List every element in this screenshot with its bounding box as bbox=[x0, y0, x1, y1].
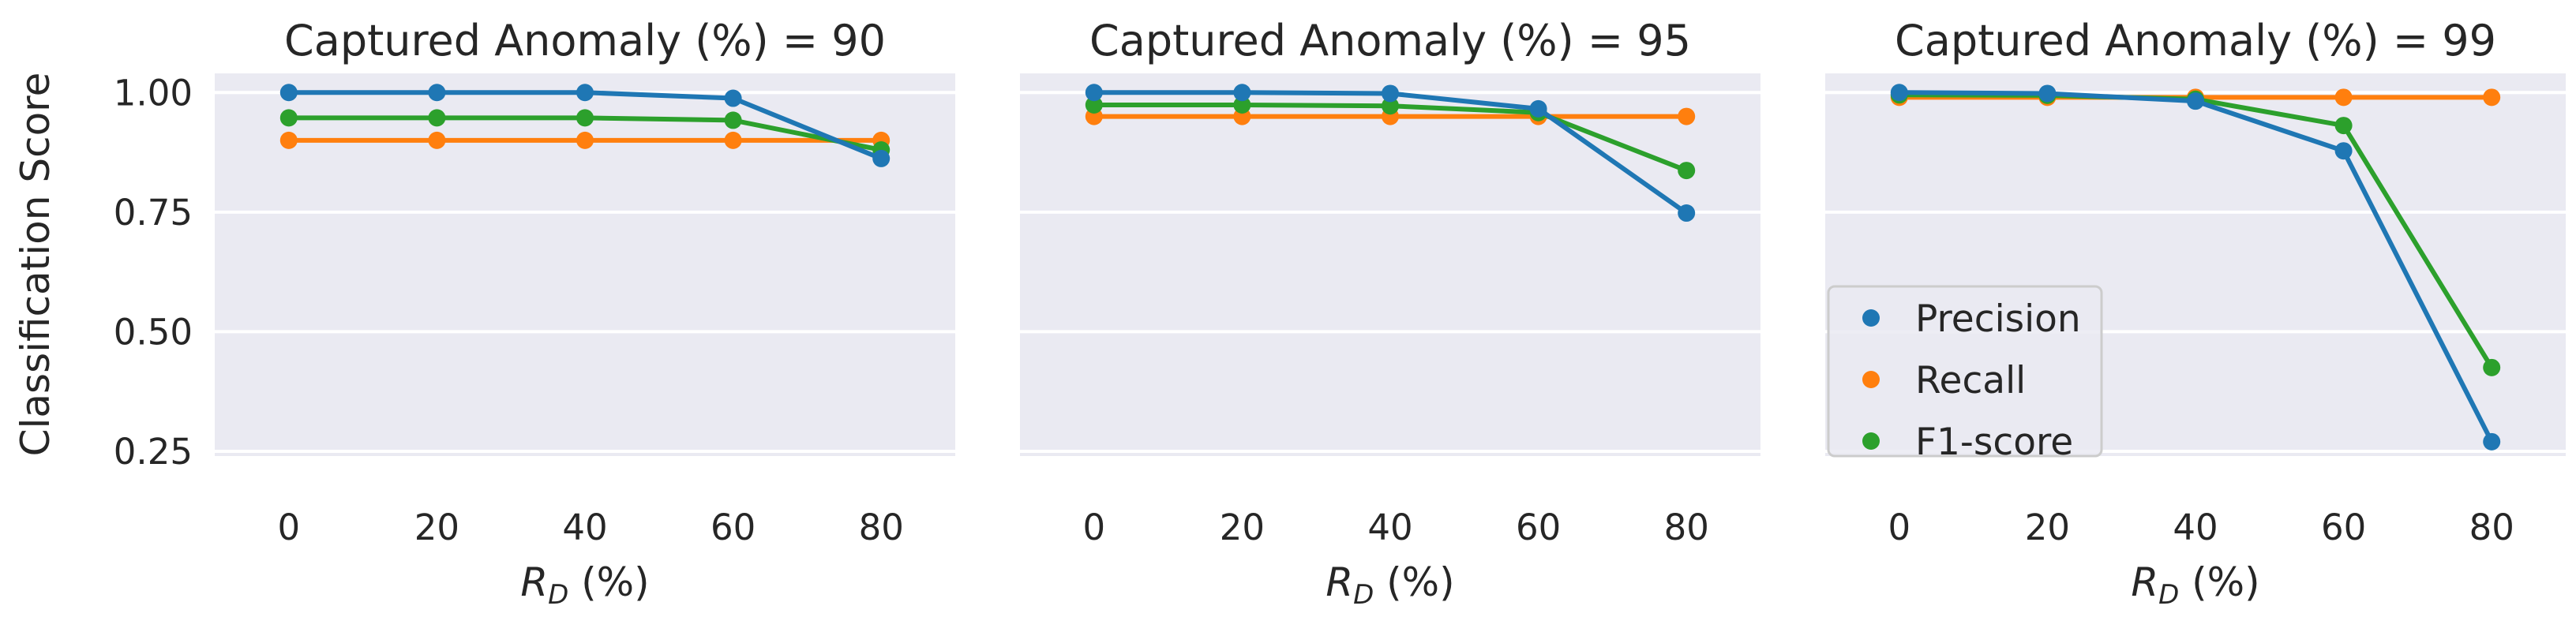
x-tick-label: 80 bbox=[2469, 507, 2514, 548]
data-point-precision bbox=[2038, 84, 2057, 103]
plot-background bbox=[1020, 73, 1760, 456]
data-point-recall bbox=[1678, 107, 1696, 125]
data-point-precision bbox=[1529, 99, 1547, 118]
data-point-recall bbox=[428, 131, 446, 149]
data-point-precision bbox=[1678, 204, 1696, 222]
x-tick-label: 40 bbox=[2173, 507, 2218, 548]
panel-2: Captured Anomaly (%) = 95 0 20 40 60 80 RD (%) bbox=[1020, 16, 1760, 611]
panel-3: Captured Anomaly (%) = 99 0 20 40 60 80 RD (%)… bbox=[1825, 16, 2566, 611]
x-axis-label: RD (%) bbox=[520, 559, 649, 611]
y-tick-label: 0.75 bbox=[114, 192, 193, 234]
x-tick-label: 20 bbox=[414, 507, 459, 548]
data-point-f1-score bbox=[576, 109, 594, 127]
x-tick-label: 0 bbox=[277, 507, 300, 548]
y-tick-label: 1.00 bbox=[114, 72, 193, 114]
legend-label: F1-score bbox=[1915, 421, 2073, 464]
data-point-precision bbox=[2483, 432, 2501, 451]
data-point-precision bbox=[724, 89, 742, 107]
x-tick-label: 0 bbox=[1082, 507, 1105, 548]
legend-marker bbox=[1862, 309, 1880, 327]
x-tick-label: 60 bbox=[711, 507, 756, 548]
x-tick-label: 80 bbox=[1664, 507, 1709, 548]
data-point-recall bbox=[576, 131, 594, 149]
y-axis-label: Classification Score bbox=[13, 73, 58, 457]
data-point-f1-score bbox=[724, 111, 742, 129]
y-tick-label: 0.25 bbox=[114, 431, 193, 473]
data-point-precision bbox=[1233, 84, 1251, 102]
data-point-precision bbox=[872, 149, 891, 167]
data-point-precision bbox=[1382, 84, 1399, 103]
data-point-recall bbox=[279, 131, 298, 149]
data-point-precision bbox=[428, 84, 446, 102]
data-point-f1-score bbox=[279, 109, 298, 127]
data-point-f1-score bbox=[1085, 96, 1103, 114]
data-point-precision bbox=[279, 84, 298, 102]
data-point-f1-score bbox=[1678, 162, 1696, 180]
x-tick-label: 40 bbox=[562, 507, 607, 548]
data-point-recall bbox=[2334, 88, 2353, 107]
data-point-f1-score bbox=[1382, 97, 1399, 115]
data-point-recall bbox=[2483, 88, 2501, 107]
data-point-f1-score bbox=[2483, 358, 2501, 376]
data-point-precision bbox=[1890, 84, 1908, 102]
panel-title: Captured Anomaly (%) = 95 bbox=[1089, 16, 1691, 65]
x-tick-label: 20 bbox=[2025, 507, 2070, 548]
x-axis-label: RD (%) bbox=[1325, 559, 1454, 611]
x-tick-label: 60 bbox=[1516, 507, 1561, 548]
legend-marker bbox=[1862, 432, 1880, 450]
y-tick-label: 0.50 bbox=[114, 311, 193, 353]
panel-1: Captured Anomaly (%) = 90 0.25 0.50 0.75 1.0… bbox=[114, 16, 955, 611]
legend: Precision Recall F1-score bbox=[1827, 285, 2103, 464]
data-point-precision bbox=[576, 84, 594, 102]
x-tick-label: 80 bbox=[859, 507, 904, 548]
data-point-f1-score bbox=[428, 109, 446, 127]
panel-title: Captured Anomaly (%) = 99 bbox=[1895, 16, 2496, 65]
data-point-precision bbox=[2334, 142, 2353, 160]
legend-marker bbox=[1862, 371, 1880, 388]
plot-background bbox=[215, 73, 955, 456]
x-tick-label: 0 bbox=[1888, 507, 1910, 548]
data-point-recall bbox=[724, 131, 742, 149]
data-point-precision bbox=[2187, 92, 2204, 110]
x-tick-label: 20 bbox=[1220, 507, 1265, 548]
data-point-precision bbox=[1085, 84, 1103, 102]
x-axis-label: RD (%) bbox=[2131, 559, 2259, 611]
panel-title: Captured Anomaly (%) = 90 bbox=[284, 16, 886, 65]
legend-label: Precision bbox=[1915, 297, 2081, 341]
legend-label: Recall bbox=[1915, 359, 2026, 402]
legend-box bbox=[1827, 285, 2103, 458]
x-tick-label: 40 bbox=[1367, 507, 1412, 548]
data-point-f1-score bbox=[2334, 117, 2353, 135]
x-tick-label: 60 bbox=[2321, 507, 2366, 548]
data-point-f1-score bbox=[1233, 96, 1251, 114]
